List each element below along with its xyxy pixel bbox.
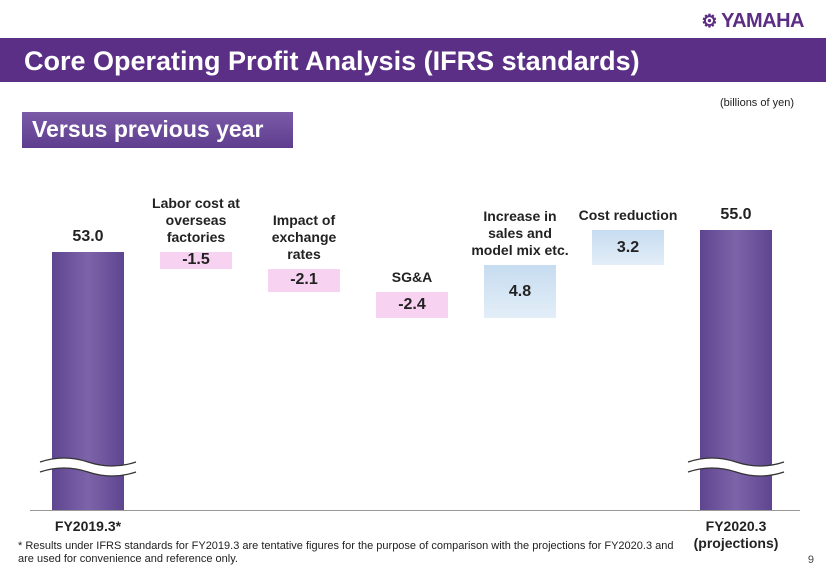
value-label: -2.4	[398, 295, 426, 313]
baseline	[30, 510, 800, 511]
value-label: -1.5	[182, 251, 210, 269]
subtitle-box	[22, 112, 293, 148]
footnote: * Results under IFRS standards for FY201…	[18, 540, 674, 565]
title: Core Operating Profit Analysis (IFRS sta…	[24, 46, 640, 76]
category-label: FY2020.3 (projections)	[693, 518, 779, 551]
units: (billions of yen)	[720, 97, 794, 109]
value-label: 55.0	[720, 206, 752, 223]
bar	[160, 252, 232, 269]
value-label: 53.0	[72, 228, 104, 245]
subtitle: Versus previous year	[32, 116, 264, 142]
logo: YAMAHA	[701, 10, 804, 33]
value-label: 4.8	[508, 282, 532, 300]
category-label: Increase in sales and model mix etc.	[471, 208, 569, 259]
category-label: Labor cost at overseas factories	[152, 195, 240, 245]
category-label: Impact of exchange rates	[271, 211, 337, 262]
bar	[592, 230, 664, 266]
page-number: 9	[807, 554, 814, 566]
title-bar	[0, 38, 826, 82]
bar	[376, 291, 448, 318]
category-label: Cost reduction	[578, 207, 678, 223]
value-label: 3.2	[616, 238, 640, 256]
category-label: SG&A	[391, 268, 433, 285]
value-label: -2.1	[290, 271, 318, 289]
bar	[268, 268, 340, 292]
bar	[484, 265, 556, 318]
category-label: FY2019.3*	[54, 518, 122, 534]
